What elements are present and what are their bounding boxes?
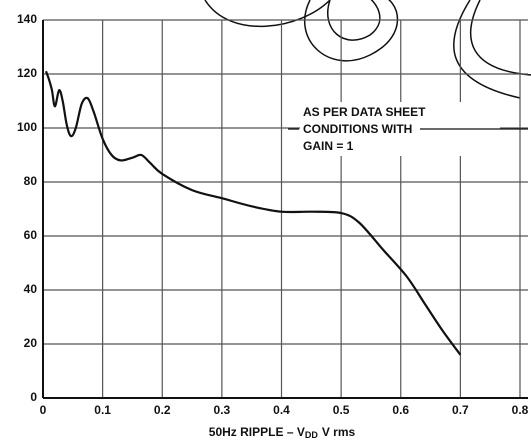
annotation: AS PER DATA SHEET: [303, 105, 426, 119]
x-tick-label: 0.2: [154, 403, 171, 417]
x-axis-label-part: 50Hz RIPPLE – V: [209, 425, 305, 439]
data-line: [44, 70, 462, 356]
x-axis-label-sub: DD: [305, 430, 318, 440]
y-tick-label: 0: [30, 390, 37, 404]
y-tick-label: 60: [24, 228, 38, 242]
annotation: GAIN = 1: [303, 139, 354, 153]
y-tick-label: 140: [17, 12, 37, 26]
annotation: CONDITIONS WITH: [303, 122, 412, 136]
x-tick-label: 0.5: [333, 403, 350, 417]
y-tick-label: 40: [24, 282, 38, 296]
x-axis-label-part: V rms: [322, 425, 356, 439]
x-tick-label: 0.3: [214, 403, 231, 417]
x-axis-label: 50Hz RIPPLE – VDD V rms: [209, 425, 356, 440]
x-tick-label: 0.7: [452, 403, 469, 417]
y-tick-label: 80: [24, 174, 38, 188]
x-tick-label: 0.6: [392, 403, 409, 417]
x-tick-label: 0.1: [94, 403, 111, 417]
y-tick-label: 20: [24, 336, 38, 350]
x-tick-label: 0.8: [512, 403, 529, 417]
x-tick-label: 0.4: [273, 403, 290, 417]
y-tick-label: 120: [17, 66, 37, 80]
scan-artifact: [204, 0, 531, 99]
x-tick-label: 0: [40, 403, 47, 417]
y-tick-label: 100: [17, 120, 37, 134]
